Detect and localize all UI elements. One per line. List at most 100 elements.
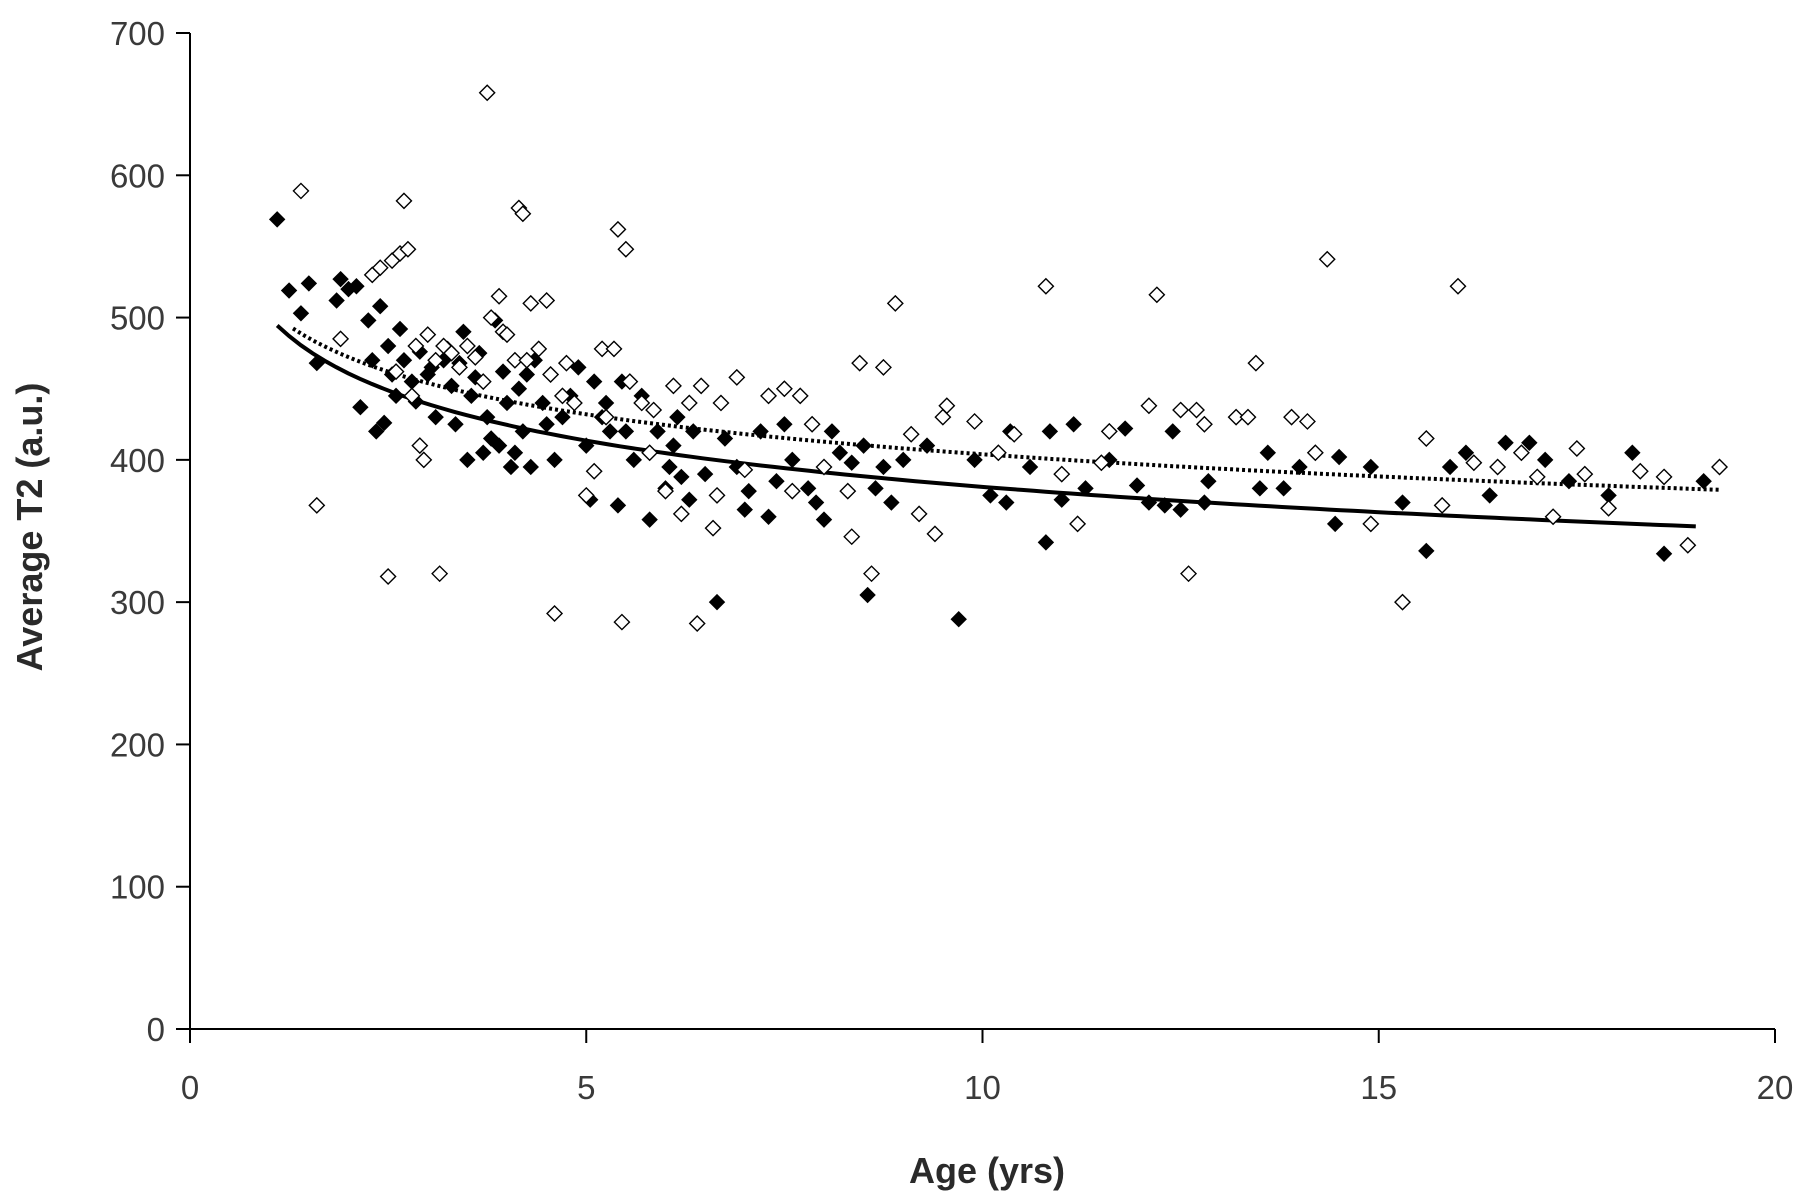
filled-diamond-point — [768, 472, 785, 490]
open-diamond-point — [466, 348, 484, 366]
open-diamond-point — [1180, 565, 1198, 583]
open-diamond-point — [308, 496, 326, 514]
open-diamond-point — [645, 401, 663, 419]
filled-diamond-point — [883, 494, 900, 511]
open-diamond-point — [1433, 496, 1451, 514]
filled-diamond-point — [815, 511, 833, 528]
open-diamond-point — [609, 220, 627, 238]
filled-diamond-point — [625, 451, 643, 469]
filled-diamond-point — [502, 458, 520, 476]
open-diamond-point — [989, 444, 1007, 462]
y-axis-title: Average T2 (a.u.) — [9, 383, 50, 672]
open-diamond-point — [577, 486, 595, 504]
y-tick-label: 600 — [110, 157, 165, 194]
filled-diamond-point — [292, 305, 310, 322]
open-diamond-point — [1449, 277, 1467, 295]
open-diamond-point — [1711, 458, 1729, 476]
open-diamond-point — [1394, 593, 1412, 611]
open-diamond-point — [1053, 465, 1071, 483]
filled-diamond-point — [609, 497, 627, 514]
open-diamond-point — [522, 294, 540, 312]
filled-diamond-point — [328, 292, 345, 309]
filled-diamond-point — [459, 451, 476, 469]
open-diamond-point — [458, 337, 476, 355]
open-diamond-point — [783, 482, 801, 500]
open-diamond-point — [1417, 430, 1435, 448]
y-tick-label: 100 — [110, 869, 165, 906]
open-diamond-point — [926, 525, 944, 543]
filled-diamond-point — [716, 430, 734, 447]
filled-diamond-point — [760, 508, 777, 525]
filled-diamond-point — [681, 491, 698, 508]
filled-diamond-point — [375, 414, 393, 432]
open-diamond-point — [1247, 354, 1265, 372]
trendlines — [275, 324, 1720, 529]
filled-diamond-point — [427, 408, 444, 426]
filled-diamond-point — [447, 416, 464, 433]
open-diamond-point — [1092, 454, 1110, 472]
open-diamond-point — [557, 354, 575, 372]
filled-diamond-point — [1536, 451, 1554, 469]
open-diamond-point — [1568, 439, 1586, 457]
filled-diamond-point — [1156, 497, 1173, 514]
filled-diamond-point — [443, 377, 460, 395]
filled-diamond-point — [1065, 416, 1082, 433]
y-tick-label: 200 — [110, 726, 165, 763]
filled-diamond-point — [665, 437, 682, 454]
open-diamond-point — [1576, 465, 1594, 483]
open-diamond-point — [1148, 286, 1166, 304]
filled-diamond-point — [494, 363, 512, 380]
filled-diamond-point — [649, 423, 666, 440]
open-diamond-point — [657, 482, 674, 500]
filled-diamond-point — [673, 468, 690, 486]
open-diamond-point — [427, 351, 445, 369]
open-diamond-point — [902, 425, 920, 443]
filled-diamond-point — [1196, 494, 1213, 511]
open-diamond-point — [633, 394, 651, 412]
open-diamond-point — [546, 605, 564, 623]
open-diamond-point — [1298, 412, 1316, 430]
data-points — [268, 84, 1729, 632]
filled-diamond-point — [799, 480, 817, 497]
open-diamond-point — [565, 394, 583, 412]
filled-diamond-point — [1116, 420, 1134, 437]
open-diamond-point — [1679, 536, 1697, 554]
filled-diamond-point — [966, 451, 983, 469]
open-diamond-point — [490, 287, 508, 305]
open-diamond-point — [851, 354, 869, 372]
open-diamond-point — [450, 358, 468, 376]
x-tick-label: 5 — [577, 1069, 595, 1106]
filled-diamond-point — [740, 482, 757, 500]
filled-diamond-point — [1418, 542, 1435, 560]
filled-diamond-point — [570, 359, 587, 376]
filled-diamond-point — [708, 593, 726, 611]
filled-diamond-point — [522, 458, 539, 476]
filled-diamond-point — [867, 480, 884, 497]
filled-diamond-point — [1497, 434, 1514, 451]
filled-diamond-point — [348, 278, 365, 295]
open-diamond-point — [938, 397, 956, 415]
filled-diamond-point — [1330, 448, 1348, 466]
open-diamond-point — [395, 192, 413, 210]
filled-diamond-point — [918, 437, 936, 454]
y-tick-label: 0 — [147, 1011, 165, 1048]
open-diamond-point — [1489, 458, 1507, 476]
filled-diamond-point — [875, 458, 892, 476]
open-diamond-point — [431, 565, 449, 583]
filled-diamond-point — [1037, 534, 1055, 551]
open-diamond-point — [1631, 462, 1649, 480]
x-tick-label: 10 — [964, 1069, 1001, 1106]
filled-diamond-point — [1200, 472, 1217, 490]
filled-diamond-point — [1560, 472, 1578, 490]
x-tick-label: 15 — [1360, 1069, 1397, 1106]
filled-diamond-point — [455, 323, 472, 341]
filled-diamond-point — [1164, 423, 1181, 440]
open-diamond-point — [839, 482, 857, 500]
filled-diamond-point — [998, 494, 1015, 511]
filled-diamond-point — [736, 501, 753, 518]
open-diamond-point — [863, 565, 881, 583]
filled-diamond-point — [1275, 480, 1292, 497]
filled-diamond-point — [391, 320, 409, 338]
open-diamond-point — [597, 408, 615, 426]
filled-diamond-point — [360, 312, 377, 329]
